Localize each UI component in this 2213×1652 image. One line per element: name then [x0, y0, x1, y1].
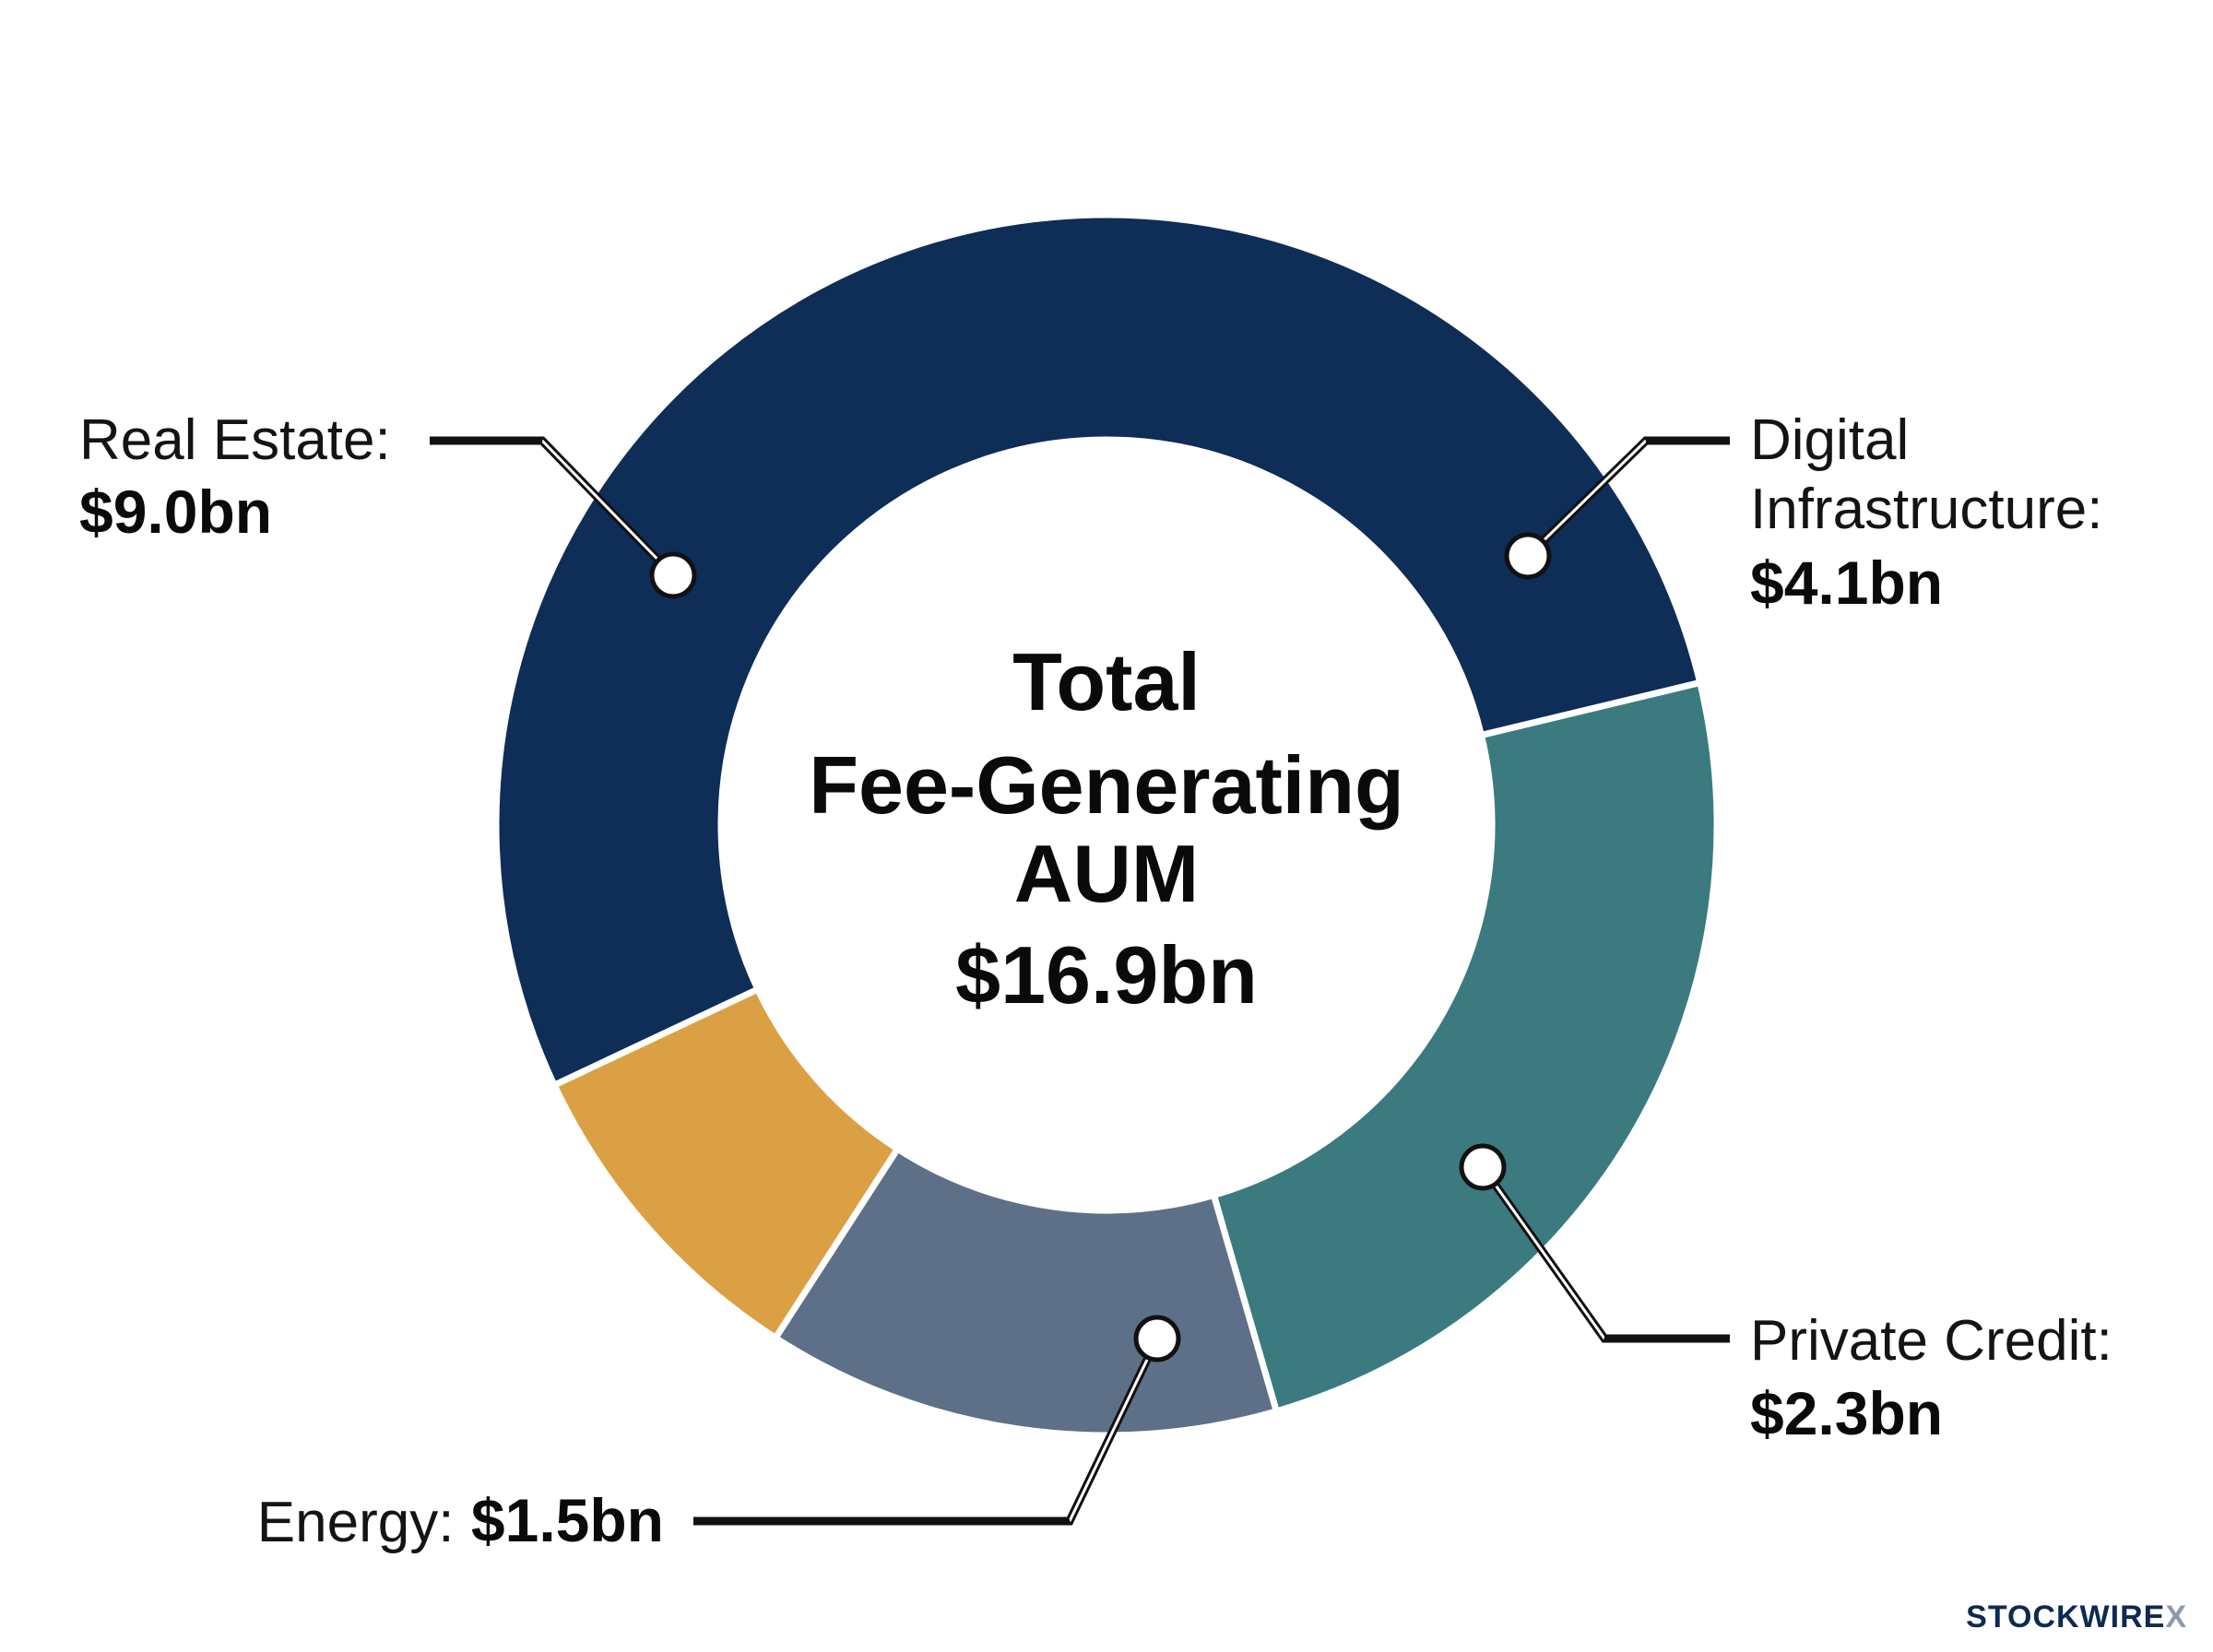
energy-name: Energy: [257, 1491, 455, 1554]
private-credit-leader-line-inner [1481, 1166, 1606, 1339]
digital-infrastructure-value: $4.1bn [1750, 549, 1943, 617]
real-estate-name: Real Estate: [79, 408, 391, 472]
real-estate-slice [492, 211, 1704, 1089]
digital-infrastructure-marker-dot [1504, 532, 1552, 580]
real-estate-value: $9.0bn [79, 478, 272, 546]
private-credit-slice [772, 1145, 1280, 1439]
energy-value: $1.5bn [471, 1486, 664, 1554]
energy-label: Energy: $1.5bn [257, 1486, 664, 1554]
center-total-value: $16.9bn [955, 929, 1258, 1021]
leader-lines [430, 436, 1730, 1526]
digital-infrastructure-name-line-2: Infrastructure: [1750, 478, 2102, 541]
center-title-line-2: Fee-Generating [809, 739, 1403, 831]
real-estate-leader-line-inner [540, 439, 675, 577]
brand-name: STOCKWIRE [1966, 1599, 2166, 1634]
digital-infrastructure-slice [1210, 678, 1721, 1415]
private-credit-marker-dot [1459, 1143, 1507, 1191]
brand-mark: X [2165, 1599, 2187, 1634]
digital-infrastructure-leader-line-inner [1526, 439, 1648, 558]
center-title-line-3: AUM [1014, 828, 1199, 919]
digital-infrastructure-name-line-1: Digital [1750, 408, 1909, 472]
private-credit-name: Private Credit: [1750, 1309, 2112, 1373]
real-estate-marker-dot [649, 551, 697, 599]
donut-slices [492, 211, 1721, 1439]
energy-marker-dot [1133, 1315, 1181, 1363]
brand-logo: STOCKWIREX [1966, 1599, 2187, 1635]
private-credit-value: $2.3bn [1750, 1379, 1943, 1447]
energy-leader-line-inner [1068, 1338, 1159, 1522]
center-title-line-1: Total [1012, 636, 1201, 727]
